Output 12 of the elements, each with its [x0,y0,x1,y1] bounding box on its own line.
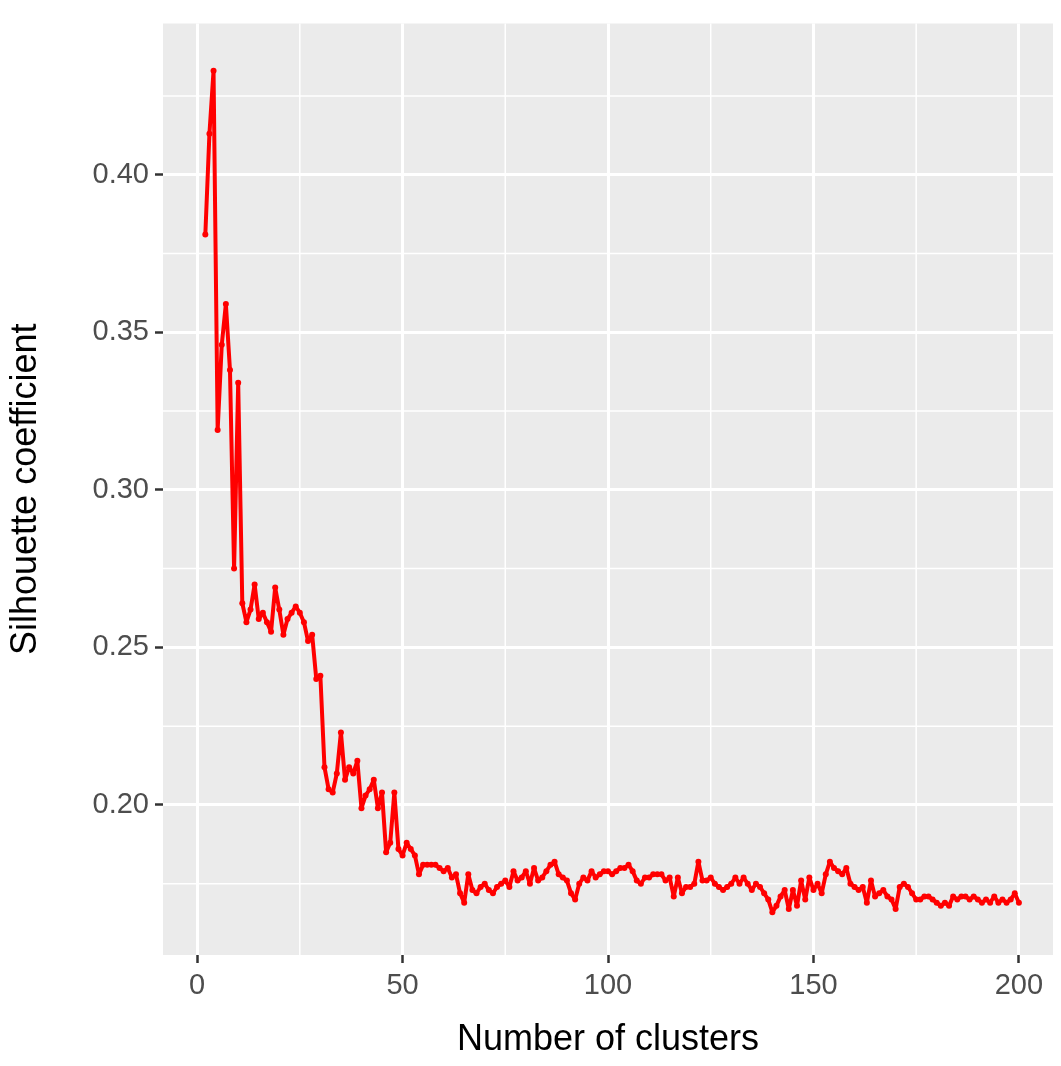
y-axis-title: Silhouette coefficient [2,323,44,655]
y-tick-label: 0.25 [92,629,149,662]
y-tick-label: 0.30 [92,471,149,504]
x-axis-title: Number of clusters [456,1017,760,1059]
x-tick-label: 100 [583,968,633,1001]
x-tick-label: 200 [994,968,1044,1001]
x-tick-label: 50 [386,968,419,1001]
y-tick-label: 0.40 [92,156,149,189]
y-tick-label: 0.20 [92,786,149,819]
x-tick-label: 150 [789,968,838,1001]
x-tick-label: 0 [189,968,206,1001]
y-tick-label: 0.35 [92,314,149,347]
